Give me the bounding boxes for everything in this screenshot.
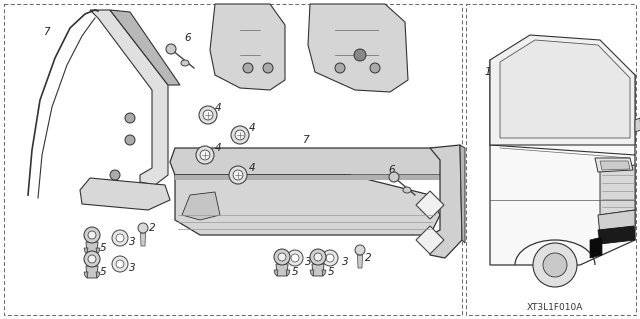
Text: XT3L1F010A: XT3L1F010A bbox=[527, 303, 583, 313]
Ellipse shape bbox=[181, 60, 189, 66]
Circle shape bbox=[112, 230, 128, 246]
Polygon shape bbox=[312, 264, 324, 276]
Circle shape bbox=[231, 126, 249, 144]
Text: 5: 5 bbox=[328, 267, 334, 277]
Polygon shape bbox=[598, 210, 635, 235]
Text: 6: 6 bbox=[388, 165, 396, 175]
Circle shape bbox=[287, 250, 303, 266]
Circle shape bbox=[274, 249, 290, 265]
Polygon shape bbox=[590, 237, 602, 258]
Polygon shape bbox=[276, 264, 288, 276]
Circle shape bbox=[138, 223, 148, 233]
Text: 3: 3 bbox=[305, 257, 311, 267]
Circle shape bbox=[278, 253, 286, 261]
Text: 1: 1 bbox=[484, 67, 492, 77]
Polygon shape bbox=[416, 226, 444, 254]
Text: 7: 7 bbox=[43, 27, 49, 37]
Polygon shape bbox=[635, 118, 640, 132]
Polygon shape bbox=[175, 175, 440, 235]
Text: 3: 3 bbox=[129, 237, 135, 247]
Polygon shape bbox=[595, 158, 633, 172]
Circle shape bbox=[291, 254, 299, 262]
Polygon shape bbox=[80, 178, 170, 210]
Circle shape bbox=[235, 130, 245, 140]
Polygon shape bbox=[500, 40, 630, 138]
Text: 3: 3 bbox=[129, 263, 135, 273]
Circle shape bbox=[354, 49, 366, 61]
Polygon shape bbox=[86, 242, 98, 254]
Circle shape bbox=[84, 227, 100, 243]
Circle shape bbox=[88, 255, 96, 263]
Text: 2: 2 bbox=[148, 223, 156, 233]
Text: 4: 4 bbox=[214, 103, 221, 113]
Polygon shape bbox=[210, 4, 285, 90]
Polygon shape bbox=[310, 270, 314, 276]
Polygon shape bbox=[598, 226, 635, 244]
Circle shape bbox=[110, 170, 120, 180]
Circle shape bbox=[199, 106, 217, 124]
Polygon shape bbox=[84, 272, 88, 278]
Circle shape bbox=[125, 135, 135, 145]
Polygon shape bbox=[490, 35, 635, 145]
Circle shape bbox=[88, 231, 96, 239]
Text: 4: 4 bbox=[249, 163, 255, 173]
Text: 5: 5 bbox=[292, 267, 298, 277]
Text: 5: 5 bbox=[100, 243, 106, 253]
Circle shape bbox=[263, 63, 273, 73]
Circle shape bbox=[233, 170, 243, 180]
Circle shape bbox=[196, 146, 214, 164]
Polygon shape bbox=[170, 148, 445, 175]
Polygon shape bbox=[600, 165, 635, 215]
Polygon shape bbox=[274, 270, 278, 276]
Polygon shape bbox=[430, 145, 462, 258]
Circle shape bbox=[125, 113, 135, 123]
Polygon shape bbox=[182, 192, 220, 220]
Polygon shape bbox=[84, 248, 88, 254]
Polygon shape bbox=[286, 270, 290, 276]
Polygon shape bbox=[416, 191, 444, 219]
Circle shape bbox=[116, 234, 124, 242]
Circle shape bbox=[200, 150, 210, 160]
Polygon shape bbox=[96, 272, 100, 278]
Circle shape bbox=[335, 63, 345, 73]
Circle shape bbox=[203, 110, 213, 120]
Text: 6: 6 bbox=[185, 33, 191, 43]
Polygon shape bbox=[96, 248, 100, 254]
Circle shape bbox=[533, 243, 577, 287]
Circle shape bbox=[355, 245, 365, 255]
Text: 4: 4 bbox=[249, 123, 255, 133]
Text: 7: 7 bbox=[301, 135, 308, 145]
Circle shape bbox=[84, 251, 100, 267]
Circle shape bbox=[543, 253, 567, 277]
Polygon shape bbox=[358, 255, 362, 268]
Polygon shape bbox=[175, 175, 440, 180]
Polygon shape bbox=[308, 4, 408, 92]
Circle shape bbox=[112, 256, 128, 272]
Circle shape bbox=[166, 44, 176, 54]
Circle shape bbox=[314, 253, 322, 261]
Polygon shape bbox=[141, 233, 145, 246]
Polygon shape bbox=[86, 266, 98, 278]
Polygon shape bbox=[490, 48, 635, 265]
Ellipse shape bbox=[403, 187, 411, 193]
Text: 5: 5 bbox=[100, 267, 106, 277]
Circle shape bbox=[389, 172, 399, 182]
Text: 4: 4 bbox=[214, 143, 221, 153]
Polygon shape bbox=[322, 270, 326, 276]
Polygon shape bbox=[90, 10, 168, 185]
Circle shape bbox=[243, 63, 253, 73]
Text: 2: 2 bbox=[365, 253, 371, 263]
Polygon shape bbox=[110, 10, 180, 85]
Circle shape bbox=[322, 250, 338, 266]
Circle shape bbox=[310, 249, 326, 265]
Circle shape bbox=[116, 260, 124, 268]
Polygon shape bbox=[460, 145, 465, 243]
Circle shape bbox=[370, 63, 380, 73]
Circle shape bbox=[326, 254, 334, 262]
Text: 3: 3 bbox=[342, 257, 348, 267]
Polygon shape bbox=[600, 161, 630, 170]
Circle shape bbox=[229, 166, 247, 184]
